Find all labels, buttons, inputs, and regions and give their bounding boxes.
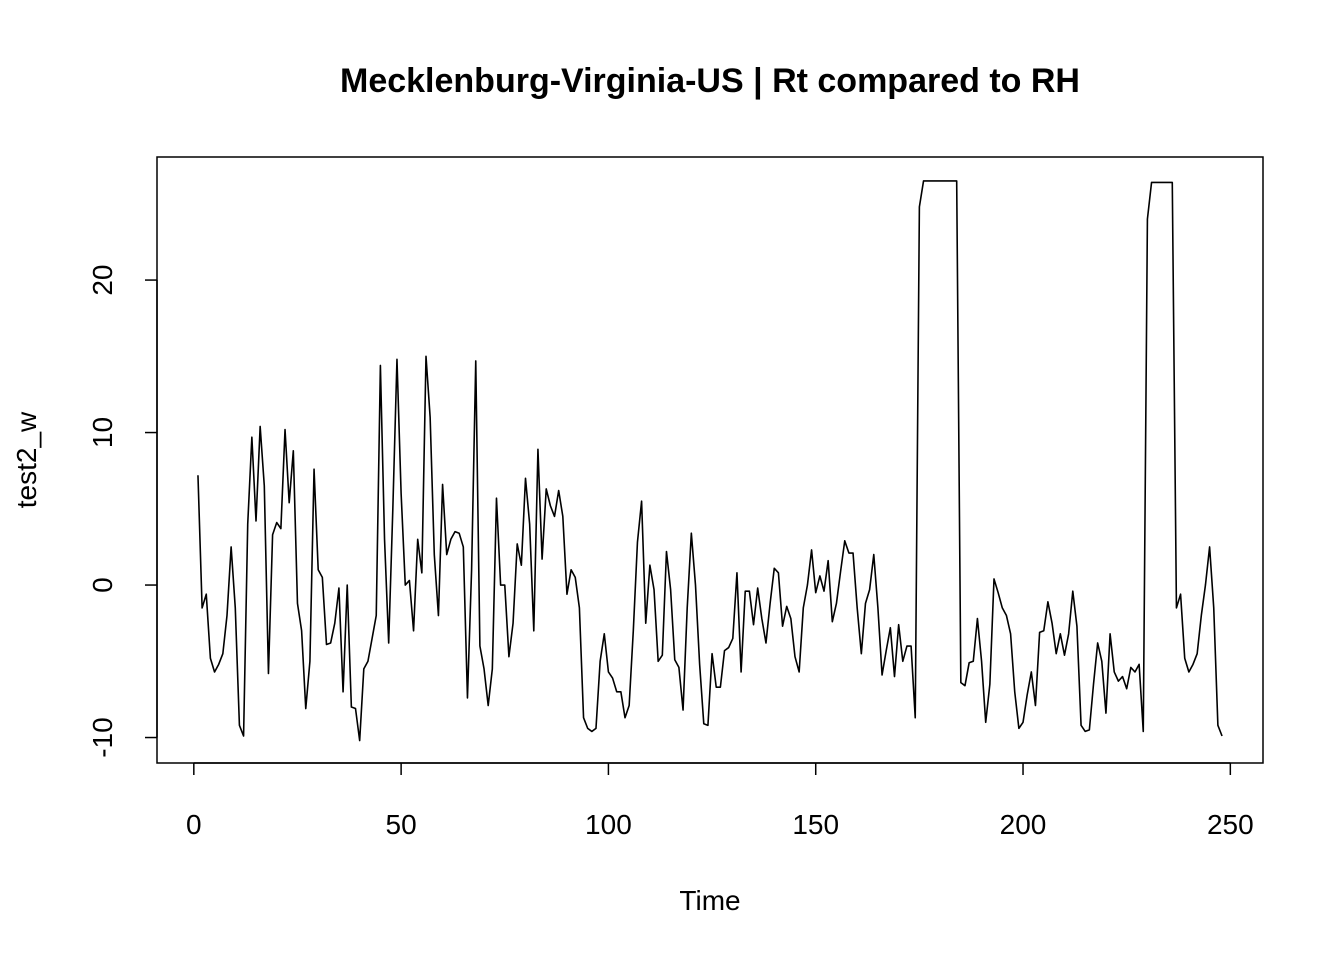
y-axis-label: test2_w: [11, 411, 42, 508]
plot-frame: [156, 156, 1264, 764]
x-tick-label: 150: [792, 809, 839, 840]
y-tick-label: 20: [87, 264, 118, 295]
data-line: [197, 180, 1223, 742]
x-tick-label: 50: [386, 809, 417, 840]
x-tick-label: 250: [1207, 809, 1254, 840]
y-tick-label: -10: [87, 717, 118, 757]
y-tick-label: 0: [87, 577, 118, 593]
x-tick-label: 0: [186, 809, 202, 840]
x-axis-label: Time: [679, 885, 740, 916]
x-tick-label: 200: [1000, 809, 1047, 840]
chart-title: Mecklenburg-Virginia-US | Rt compared to…: [340, 62, 1080, 100]
x-tick-label: 100: [585, 809, 632, 840]
y-tick-label: 10: [87, 417, 118, 448]
